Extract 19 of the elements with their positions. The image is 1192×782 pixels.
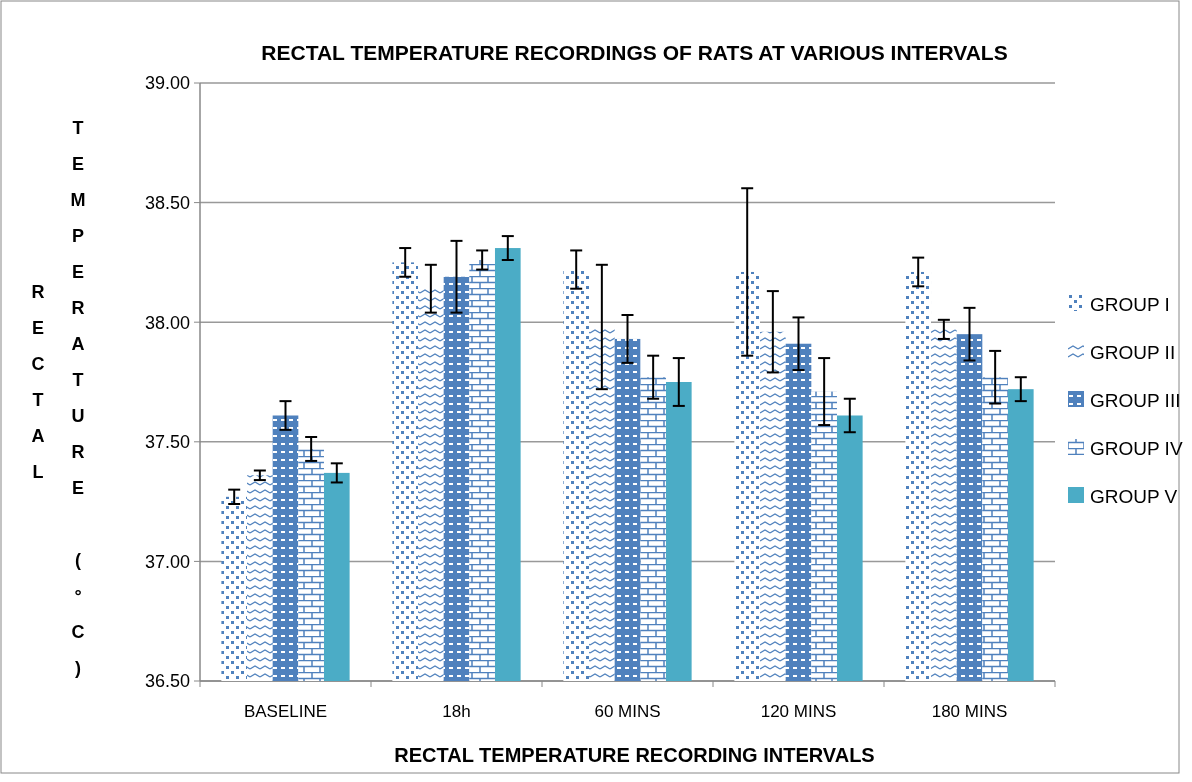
x-tick-label: 120 MINS xyxy=(760,702,837,721)
legend-label: GROUP II xyxy=(1090,341,1176,363)
y-tick-label: 37.00 xyxy=(144,551,190,572)
x-tick-label: 60 MINS xyxy=(594,702,661,721)
x-tick-label: 180 MINS xyxy=(931,702,1008,721)
y-tick-label: 39.00 xyxy=(144,73,190,94)
y-tick-label: 36.50 xyxy=(144,671,190,692)
y-axis-title: RECTAL TEMPERATURE (°C) xyxy=(28,118,88,694)
x-tick-label: 18h xyxy=(442,702,471,721)
legend-label: GROUP IV xyxy=(1090,437,1183,459)
y-tick-label: 38.50 xyxy=(144,192,190,213)
legend-label: GROUP III xyxy=(1090,389,1181,411)
y-tick-label: 37.50 xyxy=(144,432,190,453)
chart-title: RECTAL TEMPERATURE RECORDINGS OF RATS AT VARIOUS INTERVALS xyxy=(261,41,1008,64)
x-axis-title: RECTAL TEMPERATURE RECORDING INTERVALS xyxy=(394,744,875,766)
x-tick-label: BASELINE xyxy=(243,702,328,721)
legend-label: GROUP I xyxy=(1090,293,1170,315)
legend-label: GROUP V xyxy=(1090,485,1178,507)
y-tick-label: 38.00 xyxy=(144,312,190,333)
